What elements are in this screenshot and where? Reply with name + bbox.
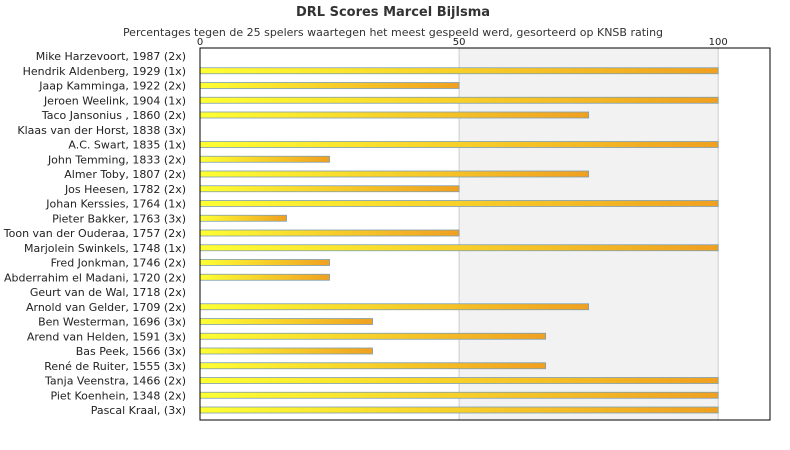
category-label: Geurt van de Wal, 1718 (2x) xyxy=(30,286,186,299)
category-label: Taco Jansonius , 1860 (2x) xyxy=(41,109,186,122)
category-label: Marjolein Swinkels, 1748 (1x) xyxy=(24,242,186,255)
category-label: Fred Jonkman, 1746 (2x) xyxy=(51,257,186,270)
category-label: Jos Heesen, 1782 (2x) xyxy=(64,183,186,196)
bar xyxy=(199,200,719,207)
bar xyxy=(199,347,373,355)
bar xyxy=(199,318,373,325)
bar xyxy=(199,67,719,75)
category-label: Almer Toby, 1807 (2x) xyxy=(64,168,186,181)
category-label: Jaap Kamminga, 1922 (2x) xyxy=(38,80,186,93)
bar xyxy=(199,82,460,89)
bar xyxy=(199,362,547,370)
category-label: Johan Kerssies, 1764 (1x) xyxy=(45,198,186,211)
bar xyxy=(199,273,330,281)
x-tick-label: 50 xyxy=(453,37,466,48)
bar xyxy=(199,391,719,399)
bar xyxy=(199,141,719,148)
chart-subtitle: Percentages tegen de 25 spelers waartege… xyxy=(123,26,663,39)
chart-title: DRL Scores Marcel Bijlsma xyxy=(296,5,490,20)
category-labels: Mike Harzevoort, 1987 (2x) Hendrik Aldenb… xyxy=(3,50,186,417)
category-label: Piet Koenhein, 1348 (2x) xyxy=(50,389,186,402)
bar xyxy=(199,303,590,311)
category-label: Jeroen Weelink, 1904 (1x) xyxy=(43,94,186,107)
category-label: Pieter Bakker, 1763 (3x) xyxy=(52,212,186,225)
tick-labels: 0 50 100 xyxy=(197,37,728,48)
category-label: Abderrahim el Madani, 1720 (2x) xyxy=(4,271,186,284)
category-label: René de Ruiter, 1555 (3x) xyxy=(44,360,186,373)
grid-band xyxy=(459,48,719,420)
category-label: Pascal Kraal, (3x) xyxy=(91,404,186,417)
plot-frame xyxy=(199,47,771,421)
bar xyxy=(199,170,590,178)
category-label: John Temming, 1833 (2x) xyxy=(47,153,186,166)
bar xyxy=(199,111,590,119)
category-label: Bas Peek, 1566 (3x) xyxy=(76,345,186,358)
x-tick-label: 0 xyxy=(197,37,203,48)
bar xyxy=(199,96,719,104)
plot-background xyxy=(459,48,719,420)
bar xyxy=(199,406,719,414)
category-label: Arend van Helden, 1591 (3x) xyxy=(27,330,186,343)
bar xyxy=(199,155,330,163)
x-tick-label: 100 xyxy=(709,37,728,48)
bar xyxy=(199,259,330,266)
category-label: A.C. Swart, 1835 (1x) xyxy=(68,139,186,152)
bar xyxy=(199,185,460,193)
category-label: Hendrik Aldenberg, 1929 (1x) xyxy=(23,65,186,78)
category-label: Toon van der Ouderaa, 1757 (2x) xyxy=(3,227,186,240)
bar xyxy=(199,332,547,340)
bar xyxy=(199,214,287,222)
bar xyxy=(199,377,719,384)
category-label: Arnold van Gelder, 1709 (2x) xyxy=(26,301,186,314)
bar xyxy=(199,229,460,237)
category-label: Mike Harzevoort, 1987 (2x) xyxy=(36,50,186,63)
bar xyxy=(199,244,719,252)
category-label: Klaas van der Horst, 1838 (3x) xyxy=(17,124,186,137)
category-label: Tanja Veenstra, 1466 (2x) xyxy=(44,375,186,388)
category-label: Ben Westerman, 1696 (3x) xyxy=(38,316,186,329)
